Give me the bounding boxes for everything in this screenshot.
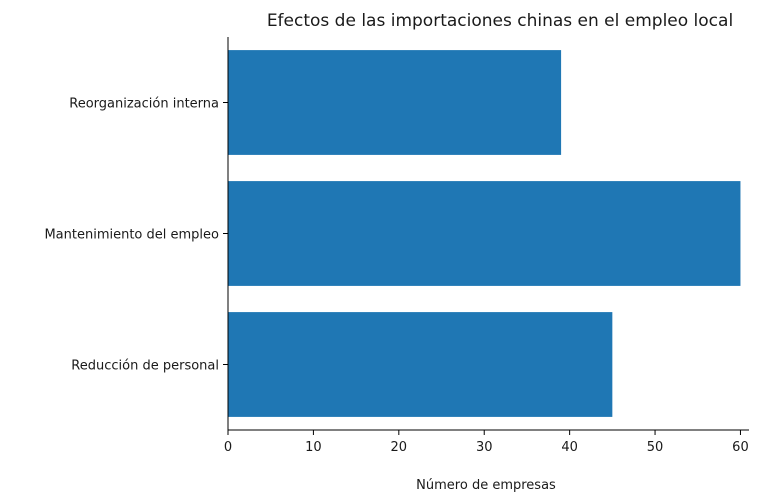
y-tick-label: Mantenimiento del empleo	[44, 228, 219, 243]
bars-group	[228, 50, 741, 417]
y-tick-label: Reducción de personal	[71, 359, 219, 374]
x-tick-label: 20	[391, 440, 408, 455]
bar-reorganizacion-interna	[228, 50, 562, 155]
x-axis-ticks: 0 10 20 30 40 50 60	[224, 430, 749, 455]
x-tick-label: 50	[647, 440, 664, 455]
x-tick-label: 40	[561, 440, 578, 455]
bar-reduccion-de-personal	[228, 312, 613, 417]
x-tick-label: 60	[732, 440, 749, 455]
y-tick-label: Reorganización interna	[69, 97, 219, 112]
x-tick-label: 30	[476, 440, 493, 455]
bar-mantenimiento-del-empleo	[228, 181, 741, 286]
x-tick-label: 10	[305, 440, 322, 455]
chart-title: Efectos de las importaciones chinas en e…	[267, 11, 733, 31]
x-tick-label: 0	[224, 440, 232, 455]
y-axis-ticks: Reducción de personal Mantenimiento del e…	[44, 97, 228, 374]
x-axis-label: Número de empresas	[416, 478, 556, 493]
